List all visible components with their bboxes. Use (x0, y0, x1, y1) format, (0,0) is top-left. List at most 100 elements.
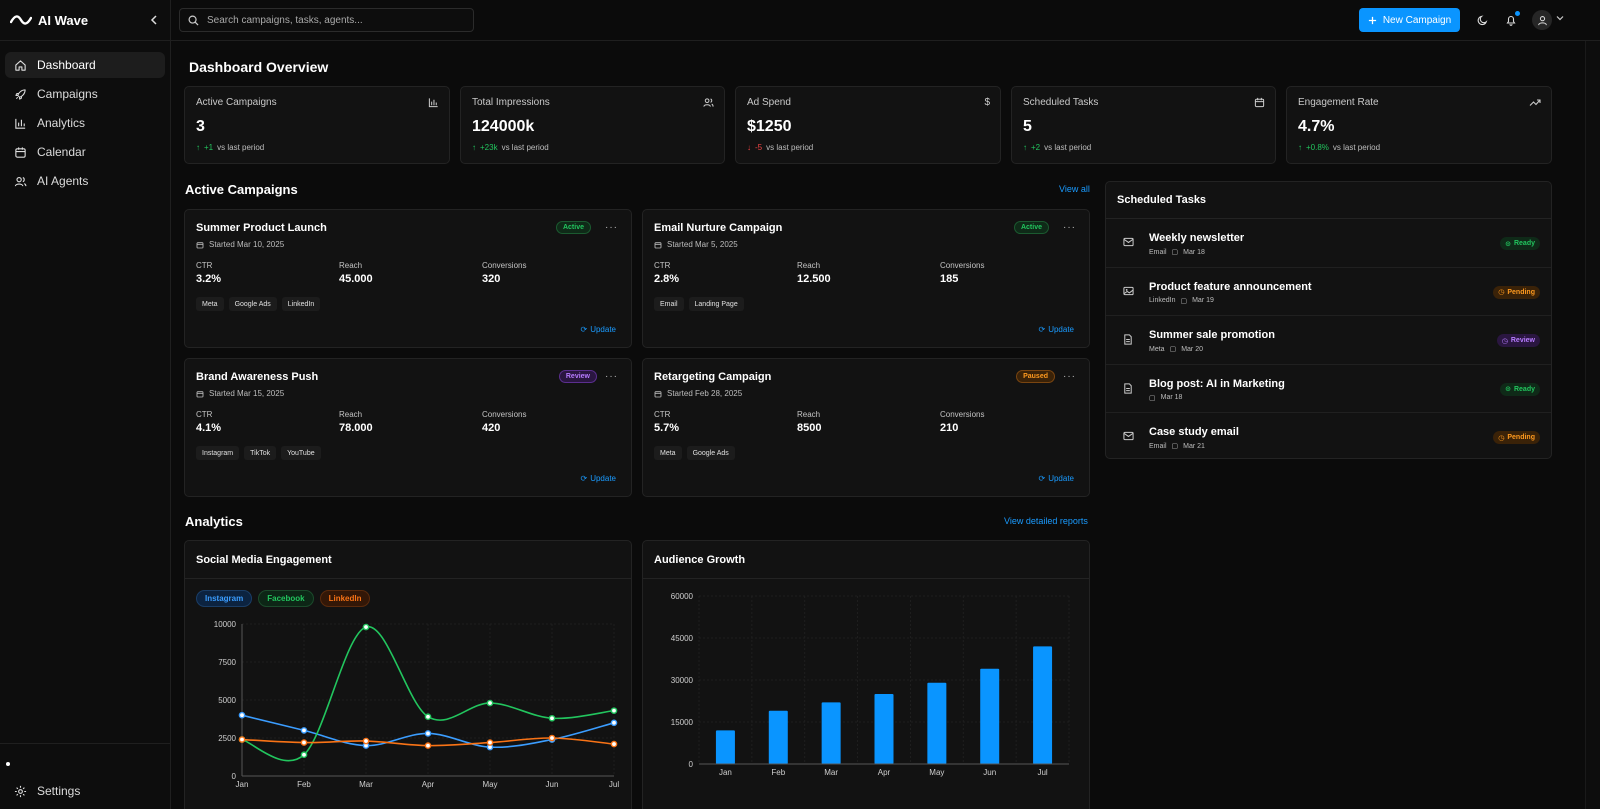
sidebar-item-label: Settings (37, 784, 81, 798)
engagement-line-chart: 0 2500 5000 7500 10000 Jan Feb Mar Apr May Jun Jul (214, 620, 620, 789)
more-options-button[interactable]: ··· (1063, 222, 1076, 233)
sidebar-item-dashboard[interactable]: Dashboard (5, 52, 165, 78)
sidebar-item-analytics[interactable]: Analytics (5, 110, 165, 136)
metric-label: Reach (339, 410, 363, 419)
legend-linkedin[interactable]: LinkedIn (319, 590, 371, 607)
x-tick-label: Mar (824, 768, 838, 777)
metric-ctr: CTR 2.8% (654, 261, 679, 285)
update-button[interactable]: ⟳ Update (1039, 325, 1075, 334)
y-tick-label: 10000 (214, 620, 237, 629)
channel-tag: Meta (196, 297, 224, 311)
new-campaign-button[interactable]: New Campaign (1359, 8, 1460, 32)
task-item[interactable]: Blog post: AI in Marketing ▢ Mar 18 ⊙ Read… (1106, 365, 1551, 413)
channel-tag: YouTube (281, 446, 321, 460)
more-options-button[interactable]: ··· (1063, 371, 1076, 382)
update-button[interactable]: ⟳ Update (581, 325, 617, 334)
users-icon (703, 98, 714, 107)
collapse-sidebar-button[interactable] (146, 12, 162, 28)
stat-card-engagement-rate: Engagement Rate 4.7% ↑ +0.8% vs last perio… (1286, 86, 1552, 164)
x-tick-label: Jun (983, 768, 996, 777)
metric-value: 8500 (797, 422, 822, 434)
y-tick-label: 5000 (218, 696, 236, 705)
trending-up-icon (1529, 99, 1541, 106)
task-item[interactable]: Summer sale promotion Meta ▢ Mar 20 ◷ Revie… (1106, 316, 1551, 365)
campaign-card[interactable]: Brand Awareness Push Review ··· Started … (184, 358, 632, 497)
update-button[interactable]: ⟳ Update (581, 474, 617, 483)
start-date-text: Started Mar 5, 2025 (667, 240, 738, 249)
campaign-start-date: Started Mar 5, 2025 (654, 240, 738, 249)
campaign-card[interactable]: Summer Product Launch Active ··· Started… (184, 209, 632, 348)
view-detailed-reports-link[interactable]: View detailed reports (1004, 516, 1088, 526)
campaign-start-date: Started Feb 28, 2025 (654, 389, 742, 398)
delta-value: -5 (755, 143, 763, 152)
data-point (424, 742, 432, 749)
campaign-name: Summer Product Launch (196, 222, 327, 234)
task-date: Mar 21 (1183, 442, 1205, 450)
sidebar-item-campaigns[interactable]: Campaigns (5, 81, 165, 107)
metric-value: 3.2% (196, 273, 222, 285)
clock-icon: ◷ (1498, 434, 1505, 442)
mail-icon (1123, 431, 1134, 441)
task-meta: Email ▢ Mar 21 (1149, 442, 1205, 451)
data-point (300, 739, 308, 746)
channel-tag: Google Ads (686, 446, 735, 460)
analytics-title: Analytics (185, 514, 243, 529)
calendar-icon: ▢ (1149, 394, 1156, 402)
notifications-button[interactable] (1502, 11, 1520, 29)
more-options-button[interactable]: ··· (605, 222, 618, 233)
channel-tag: Google Ads (228, 297, 277, 311)
stat-card-scheduled-tasks: Scheduled Tasks 5 ↑ +2 vs last period (1011, 86, 1276, 164)
theme-toggle-button[interactable] (1473, 11, 1491, 29)
stat-value: 124000k (472, 118, 535, 135)
more-options-button[interactable]: ··· (605, 371, 618, 382)
arrow-up-icon: ↑ (1298, 143, 1302, 152)
campaign-card[interactable]: Retargeting Campaign Paused ··· Started … (642, 358, 1090, 497)
sidebar: AI Wave Dashboard Campaigns Analytics Ca… (0, 0, 171, 809)
engagement-chart-card: Social Media Engagement Instagram Facebo… (184, 540, 632, 809)
legend-facebook[interactable]: Facebook (258, 590, 314, 607)
data-point (300, 751, 308, 759)
data-point (238, 736, 246, 743)
campaign-name: Retargeting Campaign (654, 371, 772, 383)
view-all-link[interactable]: View all (1059, 184, 1090, 194)
calendar-icon: ▢ (1169, 346, 1177, 353)
status-badge: Paused (1016, 370, 1055, 383)
growth-chart-card: Audience Growth 0 15000 30000 45000 60000 Jan… (642, 540, 1090, 809)
metric-value: 420 (482, 422, 501, 434)
update-label: Update (1048, 474, 1074, 483)
legend-instagram[interactable]: Instagram (196, 590, 253, 607)
metric-conversions: Conversions 210 (940, 410, 984, 434)
chevron-down-icon[interactable] (1556, 14, 1564, 22)
metric-value: 210 (940, 422, 959, 434)
image-icon (1123, 286, 1134, 295)
refresh-icon: ⟳ (580, 474, 588, 483)
stat-delta: ↑ +23k vs last period (472, 143, 549, 152)
sidebar-item-calendar[interactable]: Calendar (5, 139, 165, 165)
rocket-icon (15, 88, 26, 100)
active-campaigns-title: Active Campaigns (185, 182, 298, 197)
task-title: Summer sale promotion (1149, 329, 1275, 341)
status-text: Ready (1513, 385, 1535, 393)
avatar[interactable] (1532, 10, 1552, 30)
delta-value: +23k (480, 143, 498, 152)
channel-tag: TikTok (244, 446, 277, 460)
campaign-card[interactable]: Email Nurture Campaign Active ··· Starte… (642, 209, 1090, 348)
users-icon (14, 176, 27, 186)
task-item[interactable]: Weekly newsletter Email ▢ Mar 18 ⊙ Ready (1106, 219, 1551, 268)
search-input[interactable] (207, 14, 457, 26)
arrow-down-icon: ↓ (747, 143, 751, 152)
sidebar-item-ai-agents[interactable]: AI Agents (5, 168, 165, 194)
status-badge: ◷ Review (1496, 334, 1540, 347)
task-date: Mar 18 (1160, 394, 1183, 401)
sidebar-item-settings[interactable]: Settings (5, 778, 165, 804)
x-tick-label: May (929, 768, 944, 777)
task-item[interactable]: Case study email Email ▢ Mar 21 ◷ Pending (1106, 413, 1551, 462)
brand[interactable]: AI Wave (0, 0, 170, 41)
status-badge: ◷ Pending (1493, 285, 1540, 299)
task-item[interactable]: Product feature announcement LinkedIn ▢ Ma… (1106, 268, 1551, 316)
search-box[interactable] (179, 8, 474, 32)
update-button[interactable]: ⟳ Update (1039, 474, 1075, 483)
task-meta: LinkedIn ▢ Mar 19 (1149, 297, 1214, 305)
y-tick-label: 45000 (671, 634, 694, 643)
page-scrollbar[interactable] (1585, 41, 1600, 809)
